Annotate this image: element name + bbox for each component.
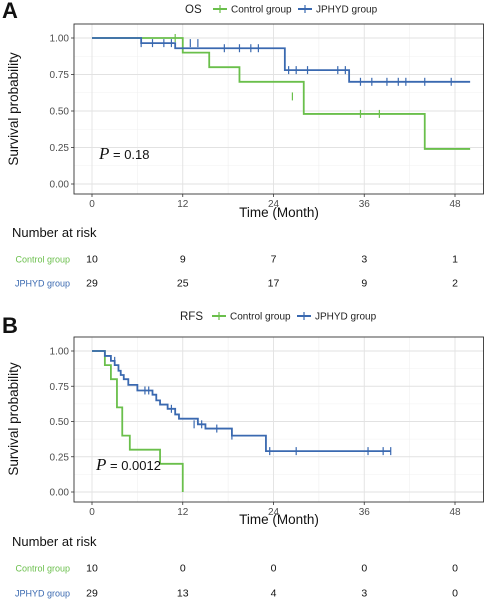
risk-row-label: JPHYD group xyxy=(15,279,70,289)
risk-value: 3 xyxy=(361,254,367,266)
x-tick-label: 12 xyxy=(177,199,189,210)
x-tick-label: 24 xyxy=(268,507,280,518)
legend-title: OS xyxy=(185,4,202,16)
risk-value: 17 xyxy=(268,278,280,290)
risk-table: Number at risk Control group 10 0 0 0 0 JPHYD g… xyxy=(12,534,458,600)
risk-table-title: Number at risk xyxy=(12,225,97,240)
risk-value: 0 xyxy=(271,563,277,575)
risk-row-label: Control group xyxy=(15,255,70,265)
risk-table-title: Number at risk xyxy=(12,534,97,549)
risk-value: 4 xyxy=(271,588,277,600)
series-line-jphyd xyxy=(92,350,391,453)
panel-B: 0.00 0.25 0.50 0.75 1.00 0 12 24 36 48 Time (Month… xyxy=(2,311,484,600)
plot-panel xyxy=(74,337,484,502)
x-axis-title: Time (Month) xyxy=(239,205,319,220)
x-tick-label: 48 xyxy=(449,199,461,210)
legend-title: RFS xyxy=(180,311,203,323)
risk-value: 3 xyxy=(361,588,367,600)
legend-label: JPHYD group xyxy=(316,5,378,16)
risk-value: 13 xyxy=(177,588,189,600)
y-axis-title: Survival probability xyxy=(6,52,21,166)
plot-panel xyxy=(74,24,484,194)
y-tick-label: 0.25 xyxy=(50,143,70,154)
x-tick-label: 48 xyxy=(449,507,461,518)
y-tick-label: 0.50 xyxy=(50,107,70,118)
y-tick-label: 0.00 xyxy=(50,488,70,499)
risk-value: 0 xyxy=(452,563,458,575)
risk-value: 29 xyxy=(86,278,98,290)
legend-label: Control group xyxy=(231,5,292,16)
x-tick-label: 0 xyxy=(89,199,95,210)
risk-value: 1 xyxy=(452,254,458,266)
risk-value: 0 xyxy=(452,588,458,600)
x-tick-label: 12 xyxy=(177,507,189,518)
risk-row-label: Control group xyxy=(15,564,70,574)
x-tick-label: 24 xyxy=(268,199,280,210)
risk-value: 0 xyxy=(180,563,186,575)
panel-letter: B xyxy=(2,313,18,338)
risk-value: 0 xyxy=(361,563,367,575)
risk-table: Number at risk Control group 10 9 7 3 1 JPHYD g… xyxy=(12,225,458,290)
y-tick-label: 0.50 xyxy=(50,417,70,428)
y-tick-label: 0.00 xyxy=(50,180,70,191)
risk-row-label: JPHYD group xyxy=(15,589,70,599)
risk-value: 9 xyxy=(361,278,367,290)
x-tick-label: 36 xyxy=(359,507,371,518)
risk-value: 2 xyxy=(452,278,458,290)
y-tick-label: 1.00 xyxy=(50,34,70,45)
y-tick-label: 0.75 xyxy=(50,70,70,81)
series-line-control xyxy=(92,37,471,150)
risk-value: 9 xyxy=(180,254,186,266)
legend-label: JPHYD group xyxy=(315,312,377,323)
p-value-annotation: P = 0.0012 xyxy=(95,455,161,474)
p-value-annotation: P = 0.18 xyxy=(98,144,150,163)
y-axis-title: Survival probability xyxy=(6,362,21,476)
panel-letter: A xyxy=(2,0,18,23)
x-tick-label: 0 xyxy=(89,507,95,518)
series-line-control xyxy=(92,350,184,492)
risk-value: 7 xyxy=(271,254,277,266)
risk-value: 10 xyxy=(86,254,98,266)
legend: RFS Control group JPHYD group xyxy=(180,311,377,323)
x-tick-label: 36 xyxy=(359,199,371,210)
legend-label: Control group xyxy=(230,312,291,323)
risk-value: 25 xyxy=(177,278,189,290)
y-tick-label: 0.75 xyxy=(50,382,70,393)
y-tick-label: 1.00 xyxy=(50,347,70,358)
x-axis-title: Time (Month) xyxy=(239,512,319,527)
risk-value: 10 xyxy=(86,563,98,575)
legend: OS Control group JPHYD group xyxy=(185,4,378,16)
risk-value: 29 xyxy=(86,588,98,600)
y-tick-label: 0.25 xyxy=(50,452,70,463)
